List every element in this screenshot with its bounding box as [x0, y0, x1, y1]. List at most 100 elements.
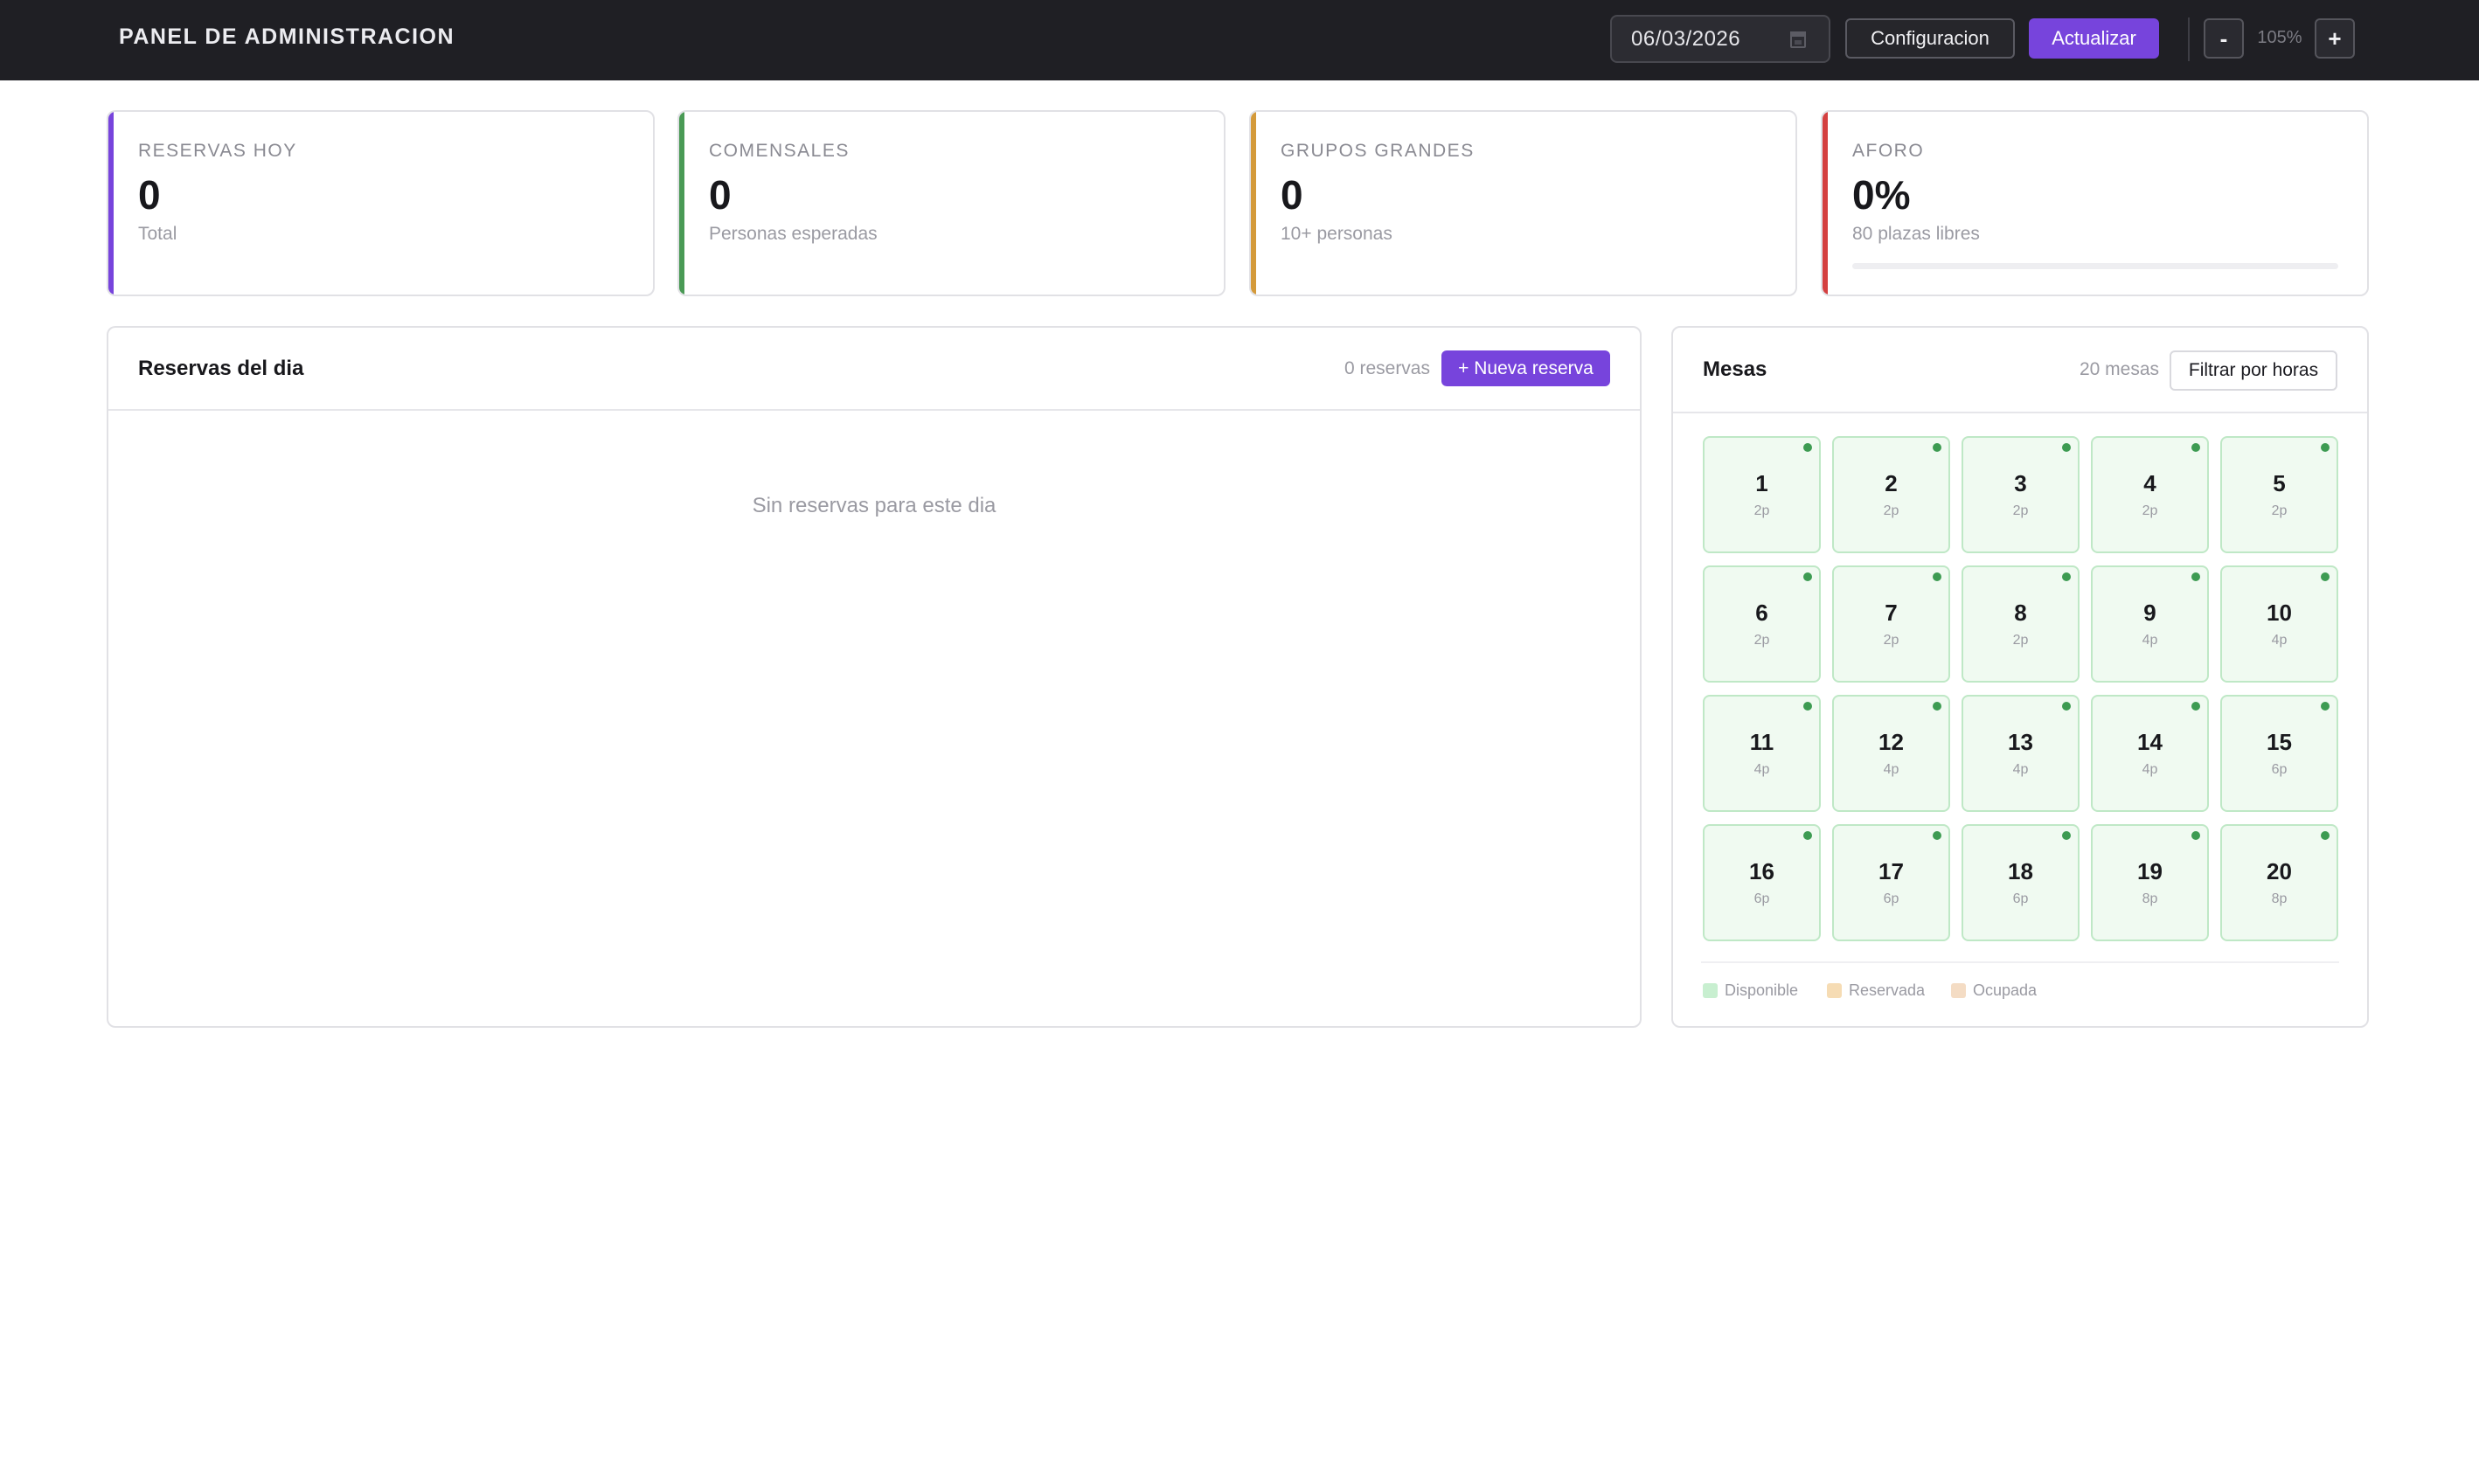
table-9[interactable]: 9 4p	[2091, 565, 2209, 683]
table-number: 11	[1749, 729, 1774, 755]
table-3[interactable]: 3 2p	[1962, 436, 2080, 553]
table-number: 18	[2008, 858, 2033, 884]
legend-item: Disponible	[1703, 981, 1798, 1000]
table-5[interactable]: 5 2p	[2220, 436, 2338, 553]
table-12[interactable]: 12 4p	[1832, 695, 1950, 812]
toolbar-divider	[2188, 17, 2190, 61]
filter-by-hours-button[interactable]: Filtrar por horas	[2170, 350, 2337, 391]
table-capacity: 2p	[1883, 503, 1899, 518]
table-capacity: 2p	[1753, 503, 1770, 518]
table-number: 13	[2008, 729, 2033, 755]
table-capacity: 4p	[2012, 762, 2029, 777]
table-19[interactable]: 19 8p	[2091, 824, 2209, 941]
status-dot-icon	[1933, 702, 1941, 711]
table-capacity: 2p	[2012, 503, 2029, 518]
reservations-title: Reservas del dia	[138, 357, 304, 380]
table-1[interactable]: 1 2p	[1703, 436, 1821, 553]
table-number: 9	[2143, 600, 2156, 626]
status-dot-icon	[1933, 831, 1941, 840]
stat-value: 0	[138, 172, 161, 218]
table-number: 16	[1749, 858, 1774, 884]
stat-label: AFORO	[1852, 141, 1925, 161]
stat-value: 0	[1281, 172, 1303, 218]
zoom-out-button[interactable]: -	[2204, 18, 2244, 59]
tables-title: Mesas	[1703, 357, 1767, 381]
legend-item: Ocupada	[1951, 981, 2037, 1000]
table-capacity: 2p	[1883, 633, 1899, 648]
table-capacity: 8p	[2142, 891, 2158, 906]
table-capacity: 2p	[2012, 633, 2029, 648]
table-4[interactable]: 4 2p	[2091, 436, 2209, 553]
stat-subtitle: Total	[138, 224, 177, 244]
status-dot-icon	[2321, 702, 2330, 711]
table-17[interactable]: 17 6p	[1832, 824, 1950, 941]
table-number: 2	[1885, 470, 1898, 496]
table-10[interactable]: 10 4p	[2220, 565, 2338, 683]
table-capacity: 4p	[2271, 633, 2288, 648]
stat-label: GRUPOS GRANDES	[1281, 141, 1475, 161]
status-dot-icon	[2321, 572, 2330, 581]
status-dot-icon	[1803, 572, 1812, 581]
table-2[interactable]: 2 2p	[1832, 436, 1950, 553]
zoom-in-button[interactable]: +	[2315, 18, 2355, 59]
table-11[interactable]: 11 4p	[1703, 695, 1821, 812]
stat-accent-bar	[108, 112, 114, 295]
table-14[interactable]: 14 4p	[2091, 695, 2209, 812]
stat-subtitle: 10+ personas	[1281, 224, 1392, 244]
table-capacity: 6p	[1883, 891, 1899, 906]
table-13[interactable]: 13 4p	[1962, 695, 2080, 812]
table-16[interactable]: 16 6p	[1703, 824, 1821, 941]
table-capacity: 4p	[1753, 762, 1770, 777]
stat-label: RESERVAS HOY	[138, 141, 297, 161]
refresh-button[interactable]: Actualizar	[2029, 18, 2159, 59]
table-capacity: 4p	[2142, 762, 2158, 777]
table-number: 4	[2143, 470, 2156, 496]
status-dot-icon	[1803, 831, 1812, 840]
table-number: 19	[2137, 858, 2163, 884]
table-capacity: 8p	[2271, 891, 2288, 906]
table-capacity: 4p	[1883, 762, 1899, 777]
table-number: 17	[1878, 858, 1904, 884]
stat-card-comensales: COMENSALES 0 Personas esperadas	[677, 110, 1226, 296]
stat-subtitle: Personas esperadas	[709, 224, 878, 244]
status-dot-icon	[2062, 702, 2071, 711]
zoom-level: 105%	[2257, 28, 2302, 47]
table-number: 6	[1755, 600, 1768, 626]
table-capacity: 6p	[2012, 891, 2029, 906]
table-capacity: 2p	[2271, 503, 2288, 518]
tables-count: 20 mesas	[2079, 359, 2159, 379]
stat-value: 0	[709, 172, 732, 218]
table-number: 5	[2273, 470, 2286, 496]
table-capacity: 2p	[1753, 633, 1770, 648]
status-dot-icon	[2062, 572, 2071, 581]
stat-card-grupos-grandes: GRUPOS GRANDES 0 10+ personas	[1249, 110, 1797, 296]
date-input[interactable]: 06/03/2026	[1610, 15, 1830, 63]
table-6[interactable]: 6 2p	[1703, 565, 1821, 683]
config-button[interactable]: Configuracion	[1845, 18, 2015, 59]
table-number: 7	[1885, 600, 1898, 626]
status-dot-icon	[1933, 572, 1941, 581]
stat-card-aforo: AFORO 0% 80 plazas libres	[1821, 110, 2369, 296]
table-capacity: 6p	[1753, 891, 1770, 906]
table-number: 10	[2267, 600, 2292, 626]
legend-label: Disponible	[1725, 981, 1799, 999]
table-15[interactable]: 15 6p	[2220, 695, 2338, 812]
status-dot-icon	[1803, 443, 1812, 452]
capacity-progress-bar	[1852, 263, 2338, 269]
table-number: 8	[2014, 600, 2027, 626]
table-7[interactable]: 7 2p	[1832, 565, 1950, 683]
status-dot-icon	[2191, 702, 2200, 711]
table-18[interactable]: 18 6p	[1962, 824, 2080, 941]
stat-card-reservas: RESERVAS HOY 0 Total	[107, 110, 655, 296]
new-reservation-button[interactable]: + Nueva reserva	[1441, 350, 1610, 386]
status-dot-icon	[1933, 443, 1941, 452]
table-20[interactable]: 20 8p	[2220, 824, 2338, 941]
reservations-empty-state: Sin reservas para este dia	[752, 494, 996, 517]
app-title: PANEL DE ADMINISTRACION	[119, 24, 455, 49]
status-dot-icon	[2321, 443, 2330, 452]
panel-divider	[1673, 412, 2367, 413]
table-8[interactable]: 8 2p	[1962, 565, 2080, 683]
legend-label: Reservada	[1849, 981, 1926, 999]
stat-accent-bar	[679, 112, 684, 295]
calendar-icon[interactable]	[1790, 31, 1806, 48]
